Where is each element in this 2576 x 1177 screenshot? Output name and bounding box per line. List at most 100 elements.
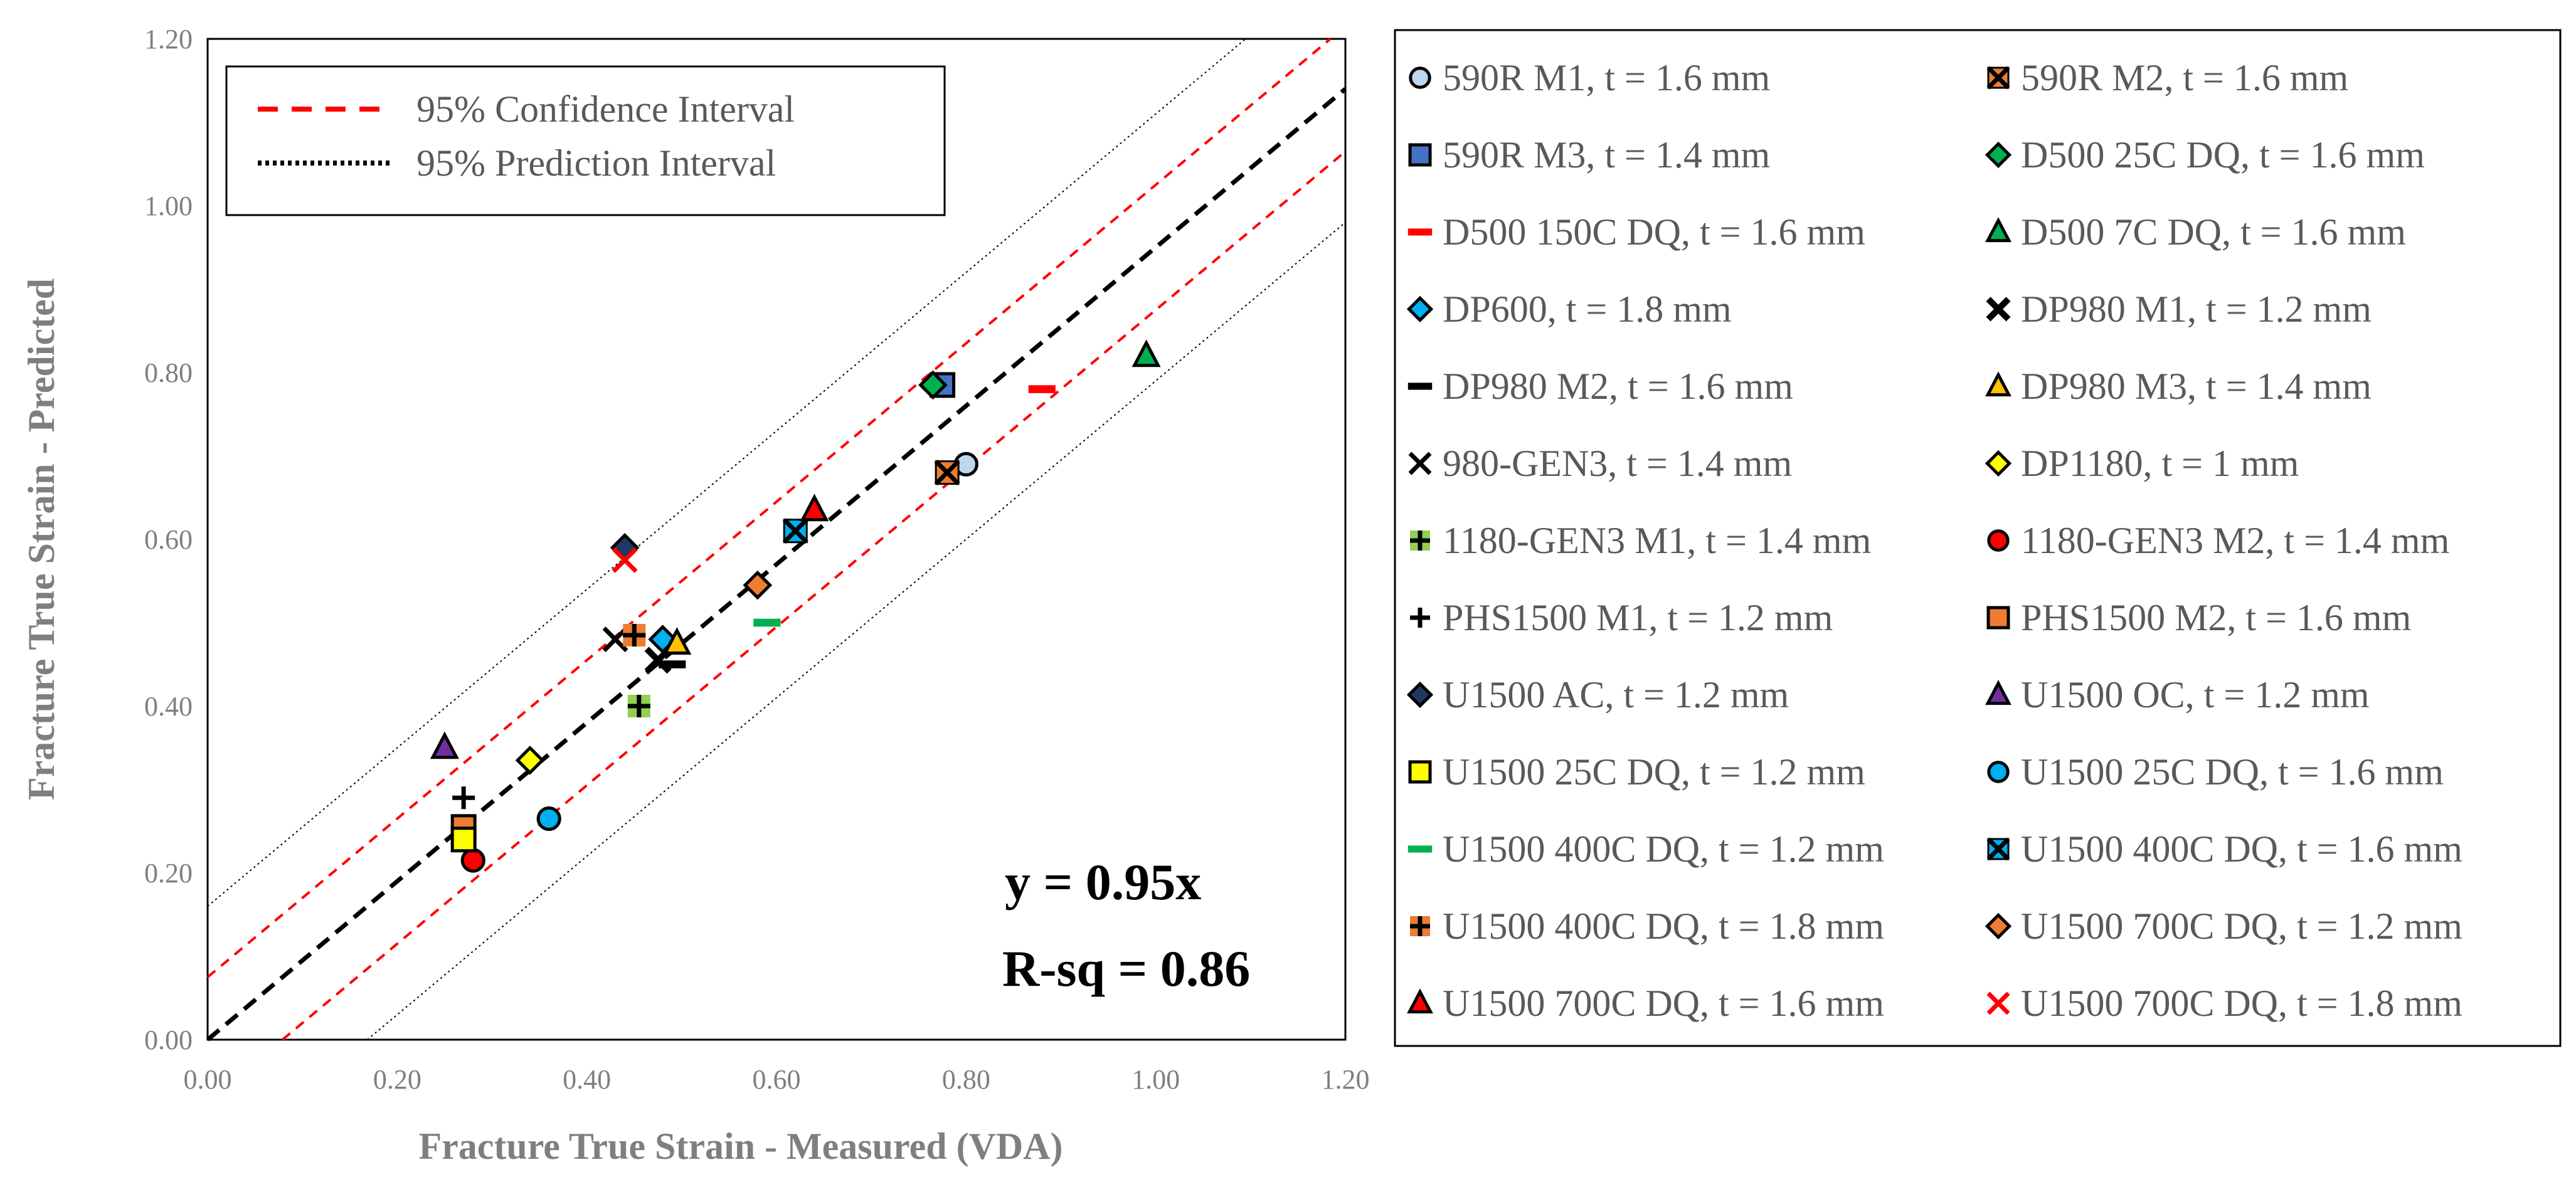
legend-label: PHS1500 M1, t = 1.2 mm — [1443, 597, 1833, 638]
legend-label: DP980 M1, t = 1.2 mm — [2021, 288, 2372, 330]
legend-marker — [1986, 837, 2010, 861]
legend-entry: PHS1500 M1, t = 1.2 mm — [1410, 597, 1833, 638]
confidence-lower-line — [282, 150, 1347, 1041]
legend-marker — [1410, 530, 1430, 551]
y-tick-label: 1.00 — [144, 191, 193, 221]
legend-label: U1500 400C DQ, t = 1.8 mm — [1443, 905, 1884, 947]
legend-label: DP600, t = 1.8 mm — [1443, 288, 1732, 330]
y-tick-label: 0.60 — [144, 524, 193, 555]
legend-label: U1500 OC, t = 1.2 mm — [2021, 674, 2370, 715]
legend-entry: 590R M3, t = 1.4 mm — [1408, 134, 1770, 176]
legend-marker — [1407, 383, 1433, 390]
r-squared: R-sq = 0.86 — [1002, 940, 1250, 997]
legend-label: U1500 700C DQ, t = 1.2 mm — [2021, 905, 2462, 947]
legend-entry: 590R M1, t = 1.6 mm — [1409, 57, 1770, 98]
x-tick-label: 0.40 — [563, 1064, 611, 1095]
legend-label: D500 25C DQ, t = 1.6 mm — [2021, 134, 2425, 176]
data-point — [918, 370, 948, 400]
legend-marker — [1407, 845, 1433, 853]
legend-label: 590R M1, t = 1.6 mm — [1443, 57, 1770, 98]
legend-label: 1180-GEN3 M2, t = 1.4 mm — [2021, 520, 2449, 561]
legend-entry: U1500 700C DQ, t = 1.2 mm — [1985, 905, 2462, 947]
data-point — [452, 786, 475, 810]
legend-label: 1180-GEN3 M1, t = 1.4 mm — [1443, 520, 1871, 561]
confidence-upper-line — [206, 38, 1332, 978]
x-tick-label: 1.00 — [1132, 1064, 1180, 1095]
legend-marker — [1407, 988, 1433, 1014]
legend-entry: U1500 AC, t = 1.2 mm — [1406, 674, 1789, 715]
data-point — [1132, 339, 1161, 367]
legend-entry: DP980 M1, t = 1.2 mm — [1986, 288, 2372, 330]
legend-entry: 980-GEN3, t = 1.4 mm — [1408, 443, 1792, 484]
confidence-legend-label: 95% Confidence Interval — [416, 88, 795, 130]
data-point — [536, 806, 561, 831]
y-tick-label: 0.80 — [144, 357, 193, 388]
legend-entry: DP980 M3, t = 1.4 mm — [1985, 366, 2372, 407]
legend-marker — [1407, 228, 1433, 236]
legend-entry: D500 7C DQ, t = 1.6 mm — [1985, 211, 2406, 253]
y-tick-label: 1.20 — [144, 24, 193, 55]
legend-entry: U1500 700C DQ, t = 1.8 mm — [1986, 983, 2462, 1024]
data-point — [450, 826, 477, 853]
legend-marker — [1985, 450, 2012, 477]
legend-entry: U1500 400C DQ, t = 1.6 mm — [1986, 828, 2462, 870]
legend-entry: U1500 700C DQ, t = 1.6 mm — [1407, 983, 1884, 1024]
interval-legend-box — [225, 65, 946, 216]
data-point — [627, 695, 650, 717]
interval-legend: 95% Confidence Interval 95% Prediction I… — [225, 65, 946, 216]
data-point — [430, 731, 459, 759]
data-point — [782, 518, 808, 544]
legend-entry: 590R M2, t = 1.6 mm — [1986, 57, 2348, 98]
legend-label: DP980 M3, t = 1.4 mm — [2021, 366, 2372, 407]
fit-lines-layer — [206, 38, 1347, 1042]
legend-marker — [1985, 371, 2012, 397]
legend-marker — [1985, 680, 2012, 705]
data-point — [515, 746, 545, 775]
legend-entry: D500 150C DQ, t = 1.6 mm — [1407, 211, 1865, 253]
legend-marker — [1986, 606, 2010, 630]
legend-entry: U1500 25C DQ, t = 1.6 mm — [1987, 751, 2444, 793]
data-point — [1028, 385, 1056, 393]
legend-label: D500 7C DQ, t = 1.6 mm — [2021, 211, 2406, 253]
legend-entry: PHS1500 M2, t = 1.6 mm — [1986, 597, 2411, 638]
legend-entry: U1500 25C DQ, t = 1.2 mm — [1408, 751, 1865, 793]
legend-label: DP1180, t = 1 mm — [2021, 443, 2299, 484]
legend-label: 980-GEN3, t = 1.4 mm — [1443, 443, 1792, 484]
x-tick-label: 0.20 — [373, 1064, 421, 1095]
legend-entry: 1180-GEN3 M2, t = 1.4 mm — [1987, 520, 2449, 561]
legend-marker — [1987, 761, 2010, 783]
legend-entry: DP600, t = 1.8 mm — [1406, 288, 1732, 330]
data-point — [934, 460, 960, 486]
legend-label: PHS1500 M2, t = 1.6 mm — [2021, 597, 2411, 638]
legend-label: 590R M3, t = 1.4 mm — [1443, 134, 1770, 176]
legend-marker — [1406, 295, 1434, 323]
legend-entry: DP980 M2, t = 1.6 mm — [1407, 366, 1793, 407]
legend-entry: U1500 400C DQ, t = 1.8 mm — [1410, 905, 1884, 947]
legend-marker — [1986, 991, 2010, 1015]
axis-ticks-layer: 0.00 0.20 0.40 0.60 0.80 1.00 1.20 0.00 0.20 0.40… — [144, 24, 1370, 1095]
y-axis-title: Fracture True Strain - Predicted — [21, 278, 62, 800]
x-tick-label: 0.60 — [753, 1064, 801, 1095]
fit-equation: y = 0.95x — [1005, 853, 1201, 910]
legend-marker — [1408, 143, 1432, 167]
legend-marker — [1985, 912, 2012, 940]
legend-marker — [1986, 66, 2010, 90]
x-tick-label: 0.80 — [942, 1064, 990, 1095]
legend-label: U1500 25C DQ, t = 1.6 mm — [2021, 751, 2444, 793]
prediction-legend-label: 95% Prediction Interval — [416, 142, 776, 184]
legend-marker — [1986, 297, 2011, 322]
x-tick-label: 0.00 — [184, 1064, 232, 1095]
data-point — [460, 848, 485, 873]
legend-entry: DP1180, t = 1 mm — [1985, 443, 2299, 484]
legend-label: U1500 700C DQ, t = 1.6 mm — [1443, 983, 1884, 1024]
legend-marker — [1406, 681, 1434, 709]
regression-line — [206, 87, 1347, 1042]
legend-marker — [1985, 141, 2012, 169]
legend-marker — [1408, 451, 1432, 475]
legend-label: 590R M2, t = 1.6 mm — [2021, 57, 2348, 98]
legend-entry: U1500 OC, t = 1.2 mm — [1985, 674, 2370, 715]
prediction-lower-line — [366, 221, 1346, 1040]
legend-marker — [1410, 916, 1430, 936]
series-legend: 590R M1, t = 1.6 mm 590R M2, t = 1.6 mm 59… — [1406, 57, 2462, 1024]
